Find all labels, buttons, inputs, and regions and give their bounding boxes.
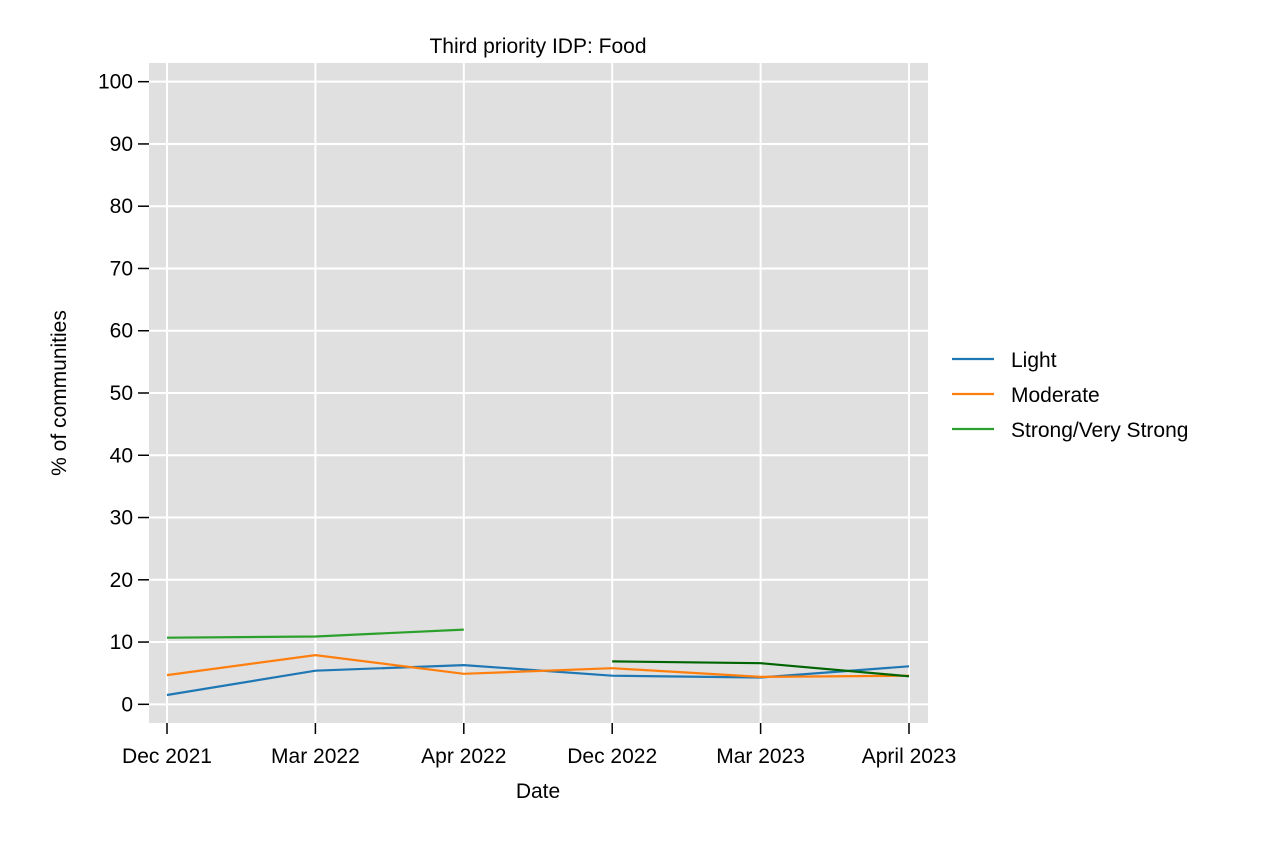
axis-layer: 0 10 20 30 40 50 60 70 80 90 100 Dec 2021 Mar 2022 Ap… bbox=[98, 71, 956, 768]
legend-label-strong-very-strong: Strong/Very Strong bbox=[1011, 419, 1188, 442]
legend-label-moderate: Moderate bbox=[1011, 384, 1100, 407]
series-line-extra-0 bbox=[612, 660, 910, 678]
x-tick-label: Mar 2023 bbox=[716, 745, 805, 768]
y-tick-label: 30 bbox=[110, 507, 133, 530]
legend: Light Moderate Strong/Very Strong bbox=[952, 349, 1188, 442]
y-tick-label: 20 bbox=[110, 569, 133, 592]
y-tick-label: 60 bbox=[110, 320, 133, 343]
series-line-strong-very-strong bbox=[166, 628, 464, 639]
series-layer bbox=[166, 628, 910, 697]
y-tick-label: 50 bbox=[110, 382, 133, 405]
y-tick-label: 100 bbox=[98, 71, 133, 94]
x-tick-label: Dec 2021 bbox=[122, 745, 212, 768]
y-tick-label: 80 bbox=[110, 195, 133, 218]
legend-label-light: Light bbox=[1011, 349, 1057, 372]
y-tick-label: 10 bbox=[110, 631, 133, 654]
x-axis-label: Date bbox=[516, 780, 560, 803]
grid-layer bbox=[149, 63, 928, 723]
y-tick-label: 40 bbox=[110, 444, 133, 467]
series-line-moderate bbox=[166, 653, 910, 679]
x-tick-label: Dec 2022 bbox=[567, 745, 657, 768]
chart-title: Third priority IDP: Food bbox=[429, 35, 646, 58]
y-tick-label: 0 bbox=[121, 693, 133, 716]
x-tick-label: Apr 2022 bbox=[421, 745, 506, 768]
y-tick-label: 70 bbox=[110, 257, 133, 280]
x-tick-label: Mar 2022 bbox=[271, 745, 360, 768]
y-axis-label: % of communities bbox=[48, 310, 71, 476]
x-tick-label: April 2023 bbox=[862, 745, 957, 768]
y-tick-label: 90 bbox=[110, 133, 133, 156]
